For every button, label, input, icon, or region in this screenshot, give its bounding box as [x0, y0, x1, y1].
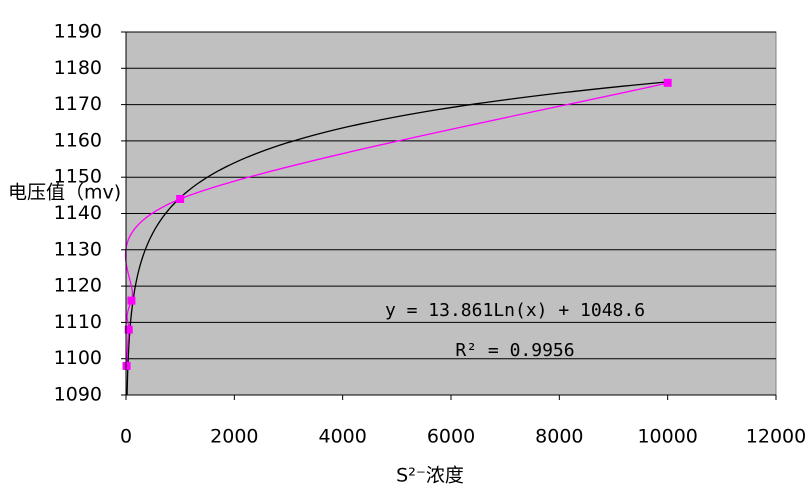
y-tick-label: 1100 — [54, 347, 102, 369]
y-tick-label: 1180 — [54, 57, 102, 79]
data-point — [122, 361, 131, 370]
y-tick-label: 1190 — [54, 21, 102, 43]
r-squared: R² = 0.9956 — [455, 340, 574, 361]
trendline-equation: y = 13.861Ln(x) + 1048.6 — [385, 300, 645, 321]
data-point — [124, 325, 133, 334]
x-tick-label: 6000 — [427, 426, 475, 448]
x-tick-label: 8000 — [535, 426, 583, 448]
y-tick-label: 1170 — [54, 93, 102, 115]
data-point — [663, 78, 672, 87]
x-tick-label: 2000 — [210, 426, 258, 448]
trendline — [126, 81, 668, 395]
x-tick-label: 4000 — [318, 426, 366, 448]
x-tick-label: 0 — [120, 426, 132, 448]
y-tick-label: 1130 — [54, 238, 102, 260]
x-axis-title: S²⁻浓度 — [396, 465, 464, 487]
x-tick-label: 12000 — [746, 426, 806, 448]
y-tick-label: 1150 — [54, 166, 102, 188]
y-axis-title: 电压值（mv) — [8, 182, 121, 204]
y-tick-label: 1120 — [54, 275, 102, 297]
y-tick-label: 1160 — [54, 129, 102, 151]
y-tick-label: 1090 — [54, 384, 102, 406]
y-tick-label: 1140 — [54, 202, 102, 224]
data-point — [127, 296, 136, 305]
x-tick-label: 10000 — [637, 426, 697, 448]
y-tick-label: 1110 — [54, 311, 102, 333]
data-point — [176, 194, 185, 203]
